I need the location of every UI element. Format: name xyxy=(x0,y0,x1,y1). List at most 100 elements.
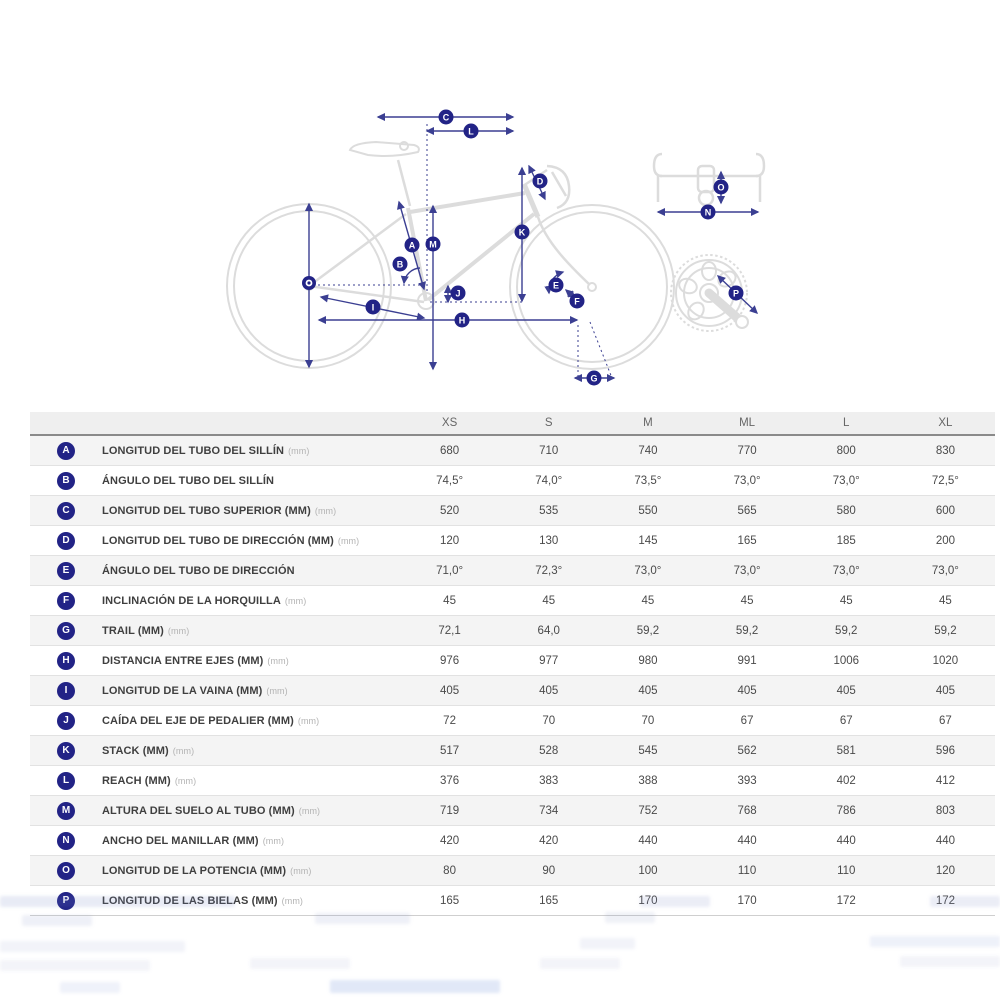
value-cell: 1006 xyxy=(833,654,860,667)
value-cell: 59,2 xyxy=(934,624,957,637)
row-letter-cell: A xyxy=(30,441,102,460)
table-row: D LONGITUD DEL TUBO DE DIRECCIÓN (MM) (mm)… xyxy=(30,525,995,555)
table-row: G TRAIL (MM) (mm) 72,1 64,0 59,2 59,2 59,2 59,2 xyxy=(30,615,995,645)
row-unit: (mm) xyxy=(314,505,337,516)
handlebar-front-view xyxy=(652,152,766,207)
value-cell: 165 xyxy=(439,894,460,907)
value-cell: 768 xyxy=(737,804,757,817)
value-cell: 440 xyxy=(836,834,856,847)
row-letter-badge: E xyxy=(57,561,75,580)
table-row: I LONGITUD DE LA VAINA (MM) (mm) 405 405 405 4… xyxy=(30,675,995,705)
size-column-header: ML xyxy=(739,417,756,429)
value-cell: 72,1 xyxy=(438,624,461,637)
table-header-row: XS S M ML L XL xyxy=(30,412,995,436)
value-cell: 145 xyxy=(638,534,658,547)
value-cell: 45 xyxy=(939,594,952,607)
value-cell: 405 xyxy=(439,684,460,697)
table-row: F INCLINACIÓN DE LA HORQUILLA (mm) 45 45 45 45… xyxy=(30,585,995,615)
value-cell: 130 xyxy=(539,534,559,547)
row-letter-cell: L xyxy=(30,771,102,790)
row-unit: (mm) xyxy=(262,835,285,846)
value-cell: 405 xyxy=(737,684,757,697)
value-cell: 719 xyxy=(439,804,460,817)
row-letter-cell: E xyxy=(30,561,102,580)
row-unit: (mm) xyxy=(290,865,312,876)
value-cell: 70 xyxy=(542,714,556,727)
row-letter-cell: H xyxy=(30,651,102,670)
value-cell: 803 xyxy=(935,804,955,817)
size-column-header: XS xyxy=(441,417,458,429)
bike-outline xyxy=(226,140,766,370)
row-unit: (mm) xyxy=(288,445,310,456)
value-cell: 1020 xyxy=(932,654,959,667)
row-unit: (mm) xyxy=(172,745,195,756)
row-label: LONGITUD DE LA POTENCIA (MM) (mm) xyxy=(102,864,312,877)
row-label: LONGITUD DEL TUBO DE DIRECCIÓN (MM) (mm) xyxy=(102,534,360,547)
row-label: STACK (MM) (mm) xyxy=(102,744,195,757)
table-body: A LONGITUD DEL TUBO DEL SILLÍN (mm) 680 710 7… xyxy=(30,436,995,916)
value-cell: 580 xyxy=(836,504,856,517)
row-unit: (mm) xyxy=(266,685,288,696)
value-cell: 565 xyxy=(737,504,757,517)
row-label: REACH (MM) (mm) xyxy=(102,774,197,787)
row-letter-cell: C xyxy=(30,501,102,520)
row-letter-badge: K xyxy=(57,741,75,760)
value-cell: 100 xyxy=(638,864,658,877)
value-cell: 73,0° xyxy=(832,474,860,487)
value-cell: 680 xyxy=(439,444,460,457)
value-cell: 172 xyxy=(836,894,856,907)
value-cell: 977 xyxy=(539,654,559,667)
row-label: ALTURA DEL SUELO AL TUBO (MM) (mm) xyxy=(102,804,321,817)
value-cell: 45 xyxy=(839,594,853,607)
value-cell: 67 xyxy=(839,714,853,727)
value-cell: 45 xyxy=(740,594,754,607)
row-letter-badge: I xyxy=(57,681,75,700)
value-cell: 74,5° xyxy=(436,474,464,487)
bike-geometry-diagram: C L D A B M K E F J I H G N O P xyxy=(226,109,766,386)
row-unit: (mm) xyxy=(297,715,320,726)
value-cell: 412 xyxy=(935,774,955,787)
row-label: ÁNGULO DEL TUBO DE DIRECCIÓN xyxy=(102,564,295,577)
marker-j: J xyxy=(455,289,460,299)
table-row: L REACH (MM) (mm) 376 383 388 393 402 412 xyxy=(30,765,995,795)
value-cell: 74,0° xyxy=(535,474,563,487)
value-cell: 440 xyxy=(935,834,955,847)
value-cell: 110 xyxy=(837,864,856,877)
crankset xyxy=(670,254,749,332)
marker-k: K xyxy=(519,228,526,238)
saddle xyxy=(348,140,420,157)
diagram-letter-markers: C L D A B M K E F J I H G N O P xyxy=(302,109,744,386)
value-cell: 830 xyxy=(935,444,955,457)
value-cell: 393 xyxy=(737,774,757,787)
value-cell: 440 xyxy=(737,834,757,847)
row-letter-cell: P xyxy=(30,891,102,910)
marker-a: A xyxy=(409,241,416,251)
value-cell: 752 xyxy=(638,804,658,817)
value-cell: 405 xyxy=(638,684,658,697)
value-cell: 402 xyxy=(836,774,856,787)
value-cell: 710 xyxy=(539,444,559,457)
size-column-header: M xyxy=(643,417,653,429)
value-cell: 770 xyxy=(737,444,757,457)
row-label: TRAIL (MM) (mm) xyxy=(102,624,190,637)
row-letter-badge: J xyxy=(57,711,75,730)
value-cell: 170 xyxy=(737,894,757,907)
marker-h: H xyxy=(459,316,466,326)
table-row: K STACK (MM) (mm) 517 528 545 562 581 596 xyxy=(30,735,995,765)
value-cell: 80 xyxy=(443,864,456,877)
table-row: B ÁNGULO DEL TUBO DEL SILLÍN 74,5° 74,0° 73,… xyxy=(30,465,995,495)
row-letter-badge: O xyxy=(57,861,75,880)
value-cell: 388 xyxy=(638,774,658,787)
table-row: M ALTURA DEL SUELO AL TUBO (MM) (mm) 719 734… xyxy=(30,795,995,825)
marker-n: N xyxy=(705,208,712,218)
value-cell: 596 xyxy=(935,744,955,757)
row-label: LONGITUD DEL TUBO SUPERIOR (MM) (mm) xyxy=(102,504,337,517)
value-cell: 980 xyxy=(638,654,658,667)
row-letter-cell: J xyxy=(30,711,102,730)
value-cell: 440 xyxy=(638,834,658,847)
row-unit: (mm) xyxy=(281,895,304,906)
row-letter-badge: P xyxy=(57,891,75,910)
value-cell: 786 xyxy=(836,804,856,817)
row-letter-cell: K xyxy=(30,741,102,760)
